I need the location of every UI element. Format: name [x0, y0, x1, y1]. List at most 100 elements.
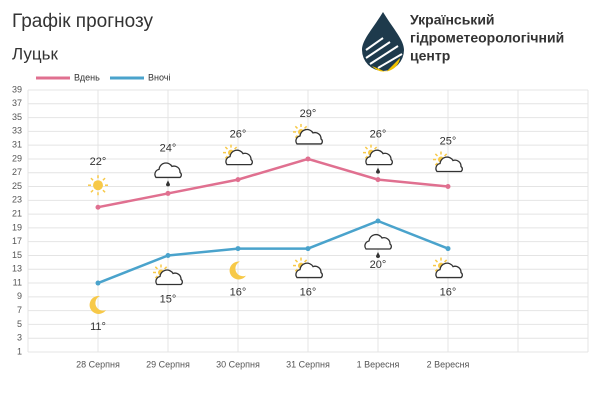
logo-text: Український: [410, 12, 495, 28]
ray: [294, 134, 298, 139]
ray: [434, 153, 438, 157]
ray: [102, 189, 106, 193]
ray: [90, 177, 94, 181]
value-label: 26°: [230, 129, 247, 141]
cloud: [364, 233, 392, 250]
point: [375, 218, 381, 224]
y-tick-label: 7: [17, 305, 22, 315]
ray: [444, 153, 448, 157]
cloud: [295, 262, 323, 279]
ray: [102, 177, 106, 181]
x-tick-label: 30 Серпня: [216, 359, 260, 369]
cloud: [225, 149, 253, 166]
weather-icon: [363, 144, 393, 174]
y-tick-label: 21: [12, 208, 22, 218]
legend-label: Вдень: [74, 72, 100, 82]
ray: [294, 259, 298, 263]
point: [165, 190, 171, 196]
point: [95, 280, 101, 286]
logo-icon: [362, 12, 404, 72]
x-tick-label: 1 Вересня: [357, 359, 400, 369]
cloud: [295, 128, 323, 145]
logo-text: гідрометеорологічний: [410, 30, 564, 46]
value-label: 25°: [440, 135, 457, 147]
ray: [234, 146, 238, 150]
y-tick-label: 23: [12, 195, 22, 205]
y-tick-label: 27: [12, 167, 22, 177]
weather-icon: [364, 233, 392, 258]
y-tick-label: 1: [17, 346, 22, 356]
ray: [434, 162, 438, 166]
weather-icon: [229, 261, 246, 280]
value-label: 24°: [160, 142, 177, 154]
weather-icon: [223, 144, 253, 166]
ray: [304, 125, 308, 129]
ray: [304, 259, 308, 263]
value-label: 11°: [90, 321, 106, 333]
value-label: 20°: [370, 259, 387, 271]
y-tick-label: 11: [13, 277, 22, 287]
y-tick-label: 29: [12, 153, 22, 163]
legend-label: Вночі: [148, 72, 170, 82]
value-label: 16°: [230, 286, 247, 298]
sun: [93, 180, 103, 191]
ray: [90, 189, 94, 193]
series-line: [97, 219, 449, 285]
y-tick-label: 39: [12, 84, 22, 94]
y-tick-label: 15: [12, 250, 22, 260]
point: [305, 156, 311, 162]
ray: [154, 275, 158, 279]
ray: [224, 146, 228, 150]
x-tick-label: 29 Серпня: [146, 359, 190, 369]
weather-icon: [153, 264, 183, 286]
value-label: 29°: [300, 108, 317, 120]
drop: [376, 167, 380, 174]
y-tick-label: 3: [17, 333, 22, 343]
value-label: 15°: [160, 293, 177, 305]
ray: [444, 259, 448, 263]
x-tick-label: 2 Вересня: [427, 359, 470, 369]
y-tick-label: 19: [12, 222, 22, 232]
x-tick-label: 28 Серпня: [76, 359, 120, 369]
point: [165, 252, 171, 258]
y-tick-label: 9: [17, 291, 22, 301]
point: [445, 184, 451, 190]
subtitle: Луцьк: [12, 44, 58, 63]
cloud: [435, 156, 463, 173]
point: [305, 246, 311, 252]
value-label: 22°: [90, 156, 107, 168]
y-tick-label: 17: [12, 236, 22, 246]
weather-icon: [88, 175, 108, 196]
ray: [434, 259, 438, 263]
weather-icon: [293, 257, 323, 279]
cloud: [365, 149, 393, 166]
ray: [154, 266, 158, 270]
y-tick-label: 5: [17, 319, 22, 329]
value-label: 16°: [440, 286, 457, 298]
y-tick-label: 35: [12, 112, 22, 122]
point: [235, 177, 241, 183]
cloud: [435, 262, 463, 279]
y-tick-label: 37: [12, 98, 22, 108]
point: [445, 246, 451, 252]
ray: [294, 268, 298, 272]
moon: [89, 295, 106, 314]
weather-icon: [89, 295, 106, 314]
point: [235, 246, 241, 252]
cloud: [155, 269, 183, 286]
drop: [376, 252, 380, 258]
logo-text: центр: [410, 48, 450, 64]
weather-icon: [433, 257, 463, 279]
ray: [434, 268, 438, 272]
ray: [374, 146, 378, 150]
weather-icon: [433, 151, 463, 173]
y-tick-label: 31: [12, 140, 22, 150]
weather-icon: [293, 123, 323, 145]
ray: [364, 146, 368, 150]
x-tick-label: 31 Серпня: [286, 359, 330, 369]
title: Графік прогнозу: [12, 11, 153, 32]
value-label: 16°: [300, 286, 317, 298]
ray: [364, 155, 368, 159]
ray: [164, 266, 168, 270]
